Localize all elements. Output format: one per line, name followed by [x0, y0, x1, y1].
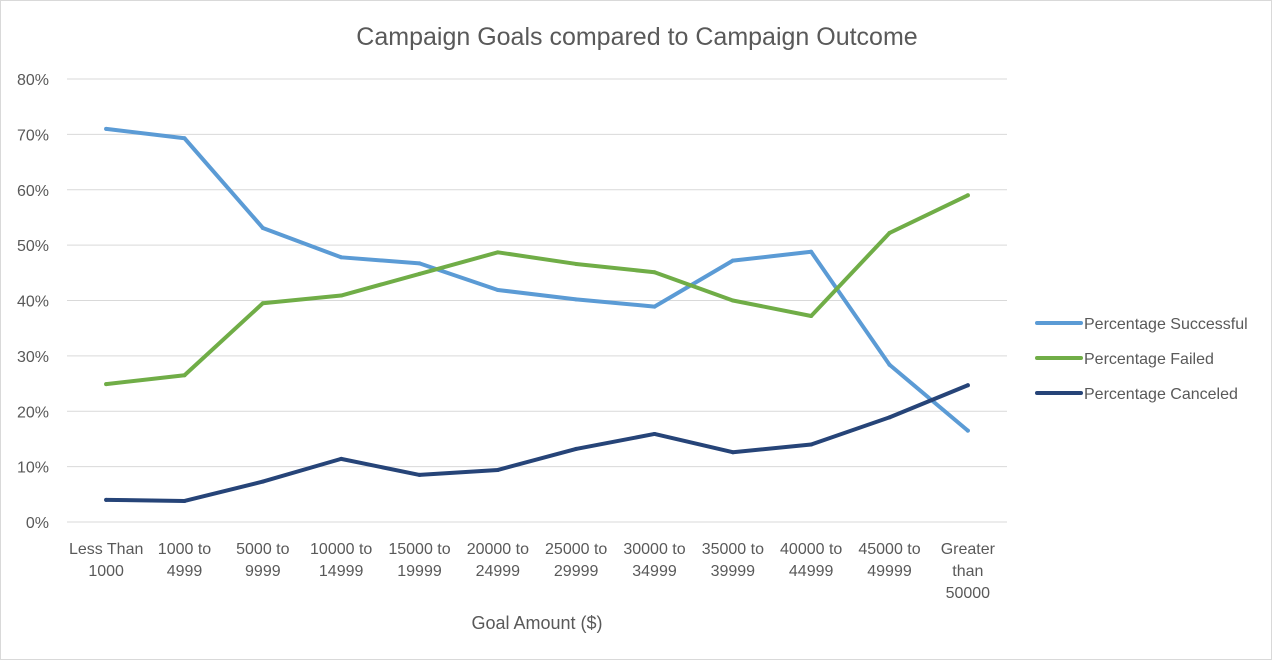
- data-point: [104, 126, 109, 131]
- legend-label: Percentage Successful: [1084, 316, 1248, 333]
- data-point: [260, 225, 265, 230]
- data-point: [887, 230, 892, 235]
- x-tick-label: Less Than 1000: [69, 541, 143, 580]
- data-point: [182, 136, 187, 141]
- chart-title: Campaign Goals compared to Campaign Outc…: [356, 23, 917, 51]
- data-point: [417, 472, 422, 477]
- x-tick-label: 45000 to 49999: [858, 541, 920, 580]
- data-point: [652, 304, 657, 309]
- legend: Percentage Successful Percentage Failed Pe…: [1035, 316, 1248, 403]
- data-point: [809, 249, 814, 254]
- x-tick-label: 25000 to 29999: [545, 541, 607, 580]
- data-point: [417, 271, 422, 276]
- x-tick-label: Greater than 50000: [941, 541, 996, 602]
- legend-item: Percentage Canceled: [1035, 386, 1238, 403]
- x-tick-label: 30000 to 34999: [623, 541, 685, 580]
- x-tick-label: 40000 to 44999: [780, 541, 842, 580]
- x-tick-label: 35000 to 39999: [702, 541, 764, 580]
- data-point: [495, 250, 500, 255]
- gridlines: [67, 78, 1007, 523]
- y-tick-label: 20%: [17, 404, 49, 421]
- x-tick-label: 10000 to 14999: [310, 541, 372, 580]
- y-tick-label: 10%: [17, 460, 49, 477]
- data-point: [260, 479, 265, 484]
- x-tick-label: 5000 to 9999: [236, 541, 289, 580]
- data-point: [182, 498, 187, 503]
- data-point: [574, 446, 579, 451]
- data-point: [260, 301, 265, 306]
- legend-item: Percentage Failed: [1035, 351, 1214, 368]
- legend-label: Percentage Failed: [1084, 351, 1214, 368]
- y-tick-label: 80%: [17, 72, 49, 89]
- data-point: [965, 428, 970, 433]
- series-percentage-failed: [104, 193, 970, 387]
- data-point: [887, 415, 892, 420]
- data-point: [652, 270, 657, 275]
- data-point: [339, 456, 344, 461]
- legend-item: Percentage Successful: [1035, 316, 1248, 333]
- data-point: [652, 431, 657, 436]
- data-point: [104, 382, 109, 387]
- data-point: [417, 261, 422, 266]
- legend-label: Percentage Canceled: [1084, 386, 1238, 403]
- data-point: [574, 297, 579, 302]
- y-tick-label: 30%: [17, 349, 49, 366]
- y-tick-label: 0%: [26, 515, 49, 532]
- x-tick-label: 15000 to 19999: [388, 541, 450, 580]
- y-tick-label: 50%: [17, 238, 49, 255]
- series-lines: [104, 126, 970, 503]
- series-line: [104, 193, 970, 387]
- series-line: [104, 126, 970, 433]
- data-point: [965, 193, 970, 198]
- data-point: [730, 450, 735, 455]
- data-point: [730, 298, 735, 303]
- data-point: [574, 261, 579, 266]
- y-axis-ticks: 0% 10% 20% 30% 40% 50% 60% 70% 80%: [17, 72, 49, 532]
- data-point: [339, 255, 344, 260]
- data-point: [495, 287, 500, 292]
- x-axis-title: Goal Amount ($): [471, 613, 602, 633]
- y-tick-label: 40%: [17, 294, 49, 311]
- data-point: [104, 497, 109, 502]
- y-tick-label: 70%: [17, 127, 49, 144]
- data-point: [495, 467, 500, 472]
- x-axis-ticks: Less Than 1000 1000 to 4999 5000 to 9999 10000…: [69, 541, 996, 602]
- data-point: [182, 373, 187, 378]
- x-tick-label: 20000 to 24999: [467, 541, 529, 580]
- data-point: [887, 362, 892, 367]
- data-point: [809, 442, 814, 447]
- data-point: [965, 383, 970, 388]
- series-percentage-canceled: [104, 383, 970, 503]
- data-point: [730, 258, 735, 263]
- series-percentage-successful: [104, 126, 970, 433]
- data-point: [339, 293, 344, 298]
- series-line: [104, 383, 970, 503]
- y-tick-label: 60%: [17, 183, 49, 200]
- data-point: [809, 314, 814, 319]
- x-tick-label: 1000 to 4999: [158, 541, 211, 580]
